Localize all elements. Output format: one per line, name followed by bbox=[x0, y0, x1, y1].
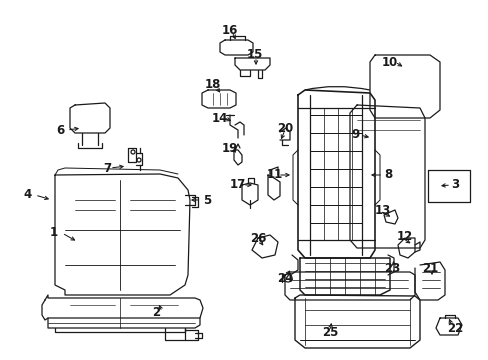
Text: 5: 5 bbox=[203, 194, 211, 207]
Text: 4: 4 bbox=[24, 189, 32, 202]
Text: 22: 22 bbox=[446, 321, 462, 334]
Text: 21: 21 bbox=[421, 261, 437, 274]
Text: 20: 20 bbox=[276, 122, 292, 135]
Text: 12: 12 bbox=[396, 230, 412, 243]
Text: 6: 6 bbox=[56, 123, 64, 136]
Text: 23: 23 bbox=[383, 261, 399, 274]
Text: 7: 7 bbox=[103, 162, 111, 175]
Text: 16: 16 bbox=[222, 23, 238, 36]
Text: 14: 14 bbox=[211, 112, 228, 125]
Text: 26: 26 bbox=[249, 231, 265, 244]
Text: 24: 24 bbox=[276, 271, 293, 284]
Text: 19: 19 bbox=[222, 141, 238, 154]
Text: 17: 17 bbox=[229, 179, 245, 192]
Text: 9: 9 bbox=[350, 129, 358, 141]
Text: 15: 15 bbox=[246, 49, 263, 62]
Text: 11: 11 bbox=[266, 168, 283, 181]
Text: 8: 8 bbox=[383, 168, 391, 181]
Text: 3: 3 bbox=[450, 179, 458, 192]
Text: 2: 2 bbox=[152, 306, 160, 320]
Text: 25: 25 bbox=[321, 327, 338, 339]
Text: 1: 1 bbox=[50, 226, 58, 239]
Text: 13: 13 bbox=[374, 203, 390, 216]
Text: 18: 18 bbox=[204, 78, 221, 91]
Text: 10: 10 bbox=[381, 55, 397, 68]
